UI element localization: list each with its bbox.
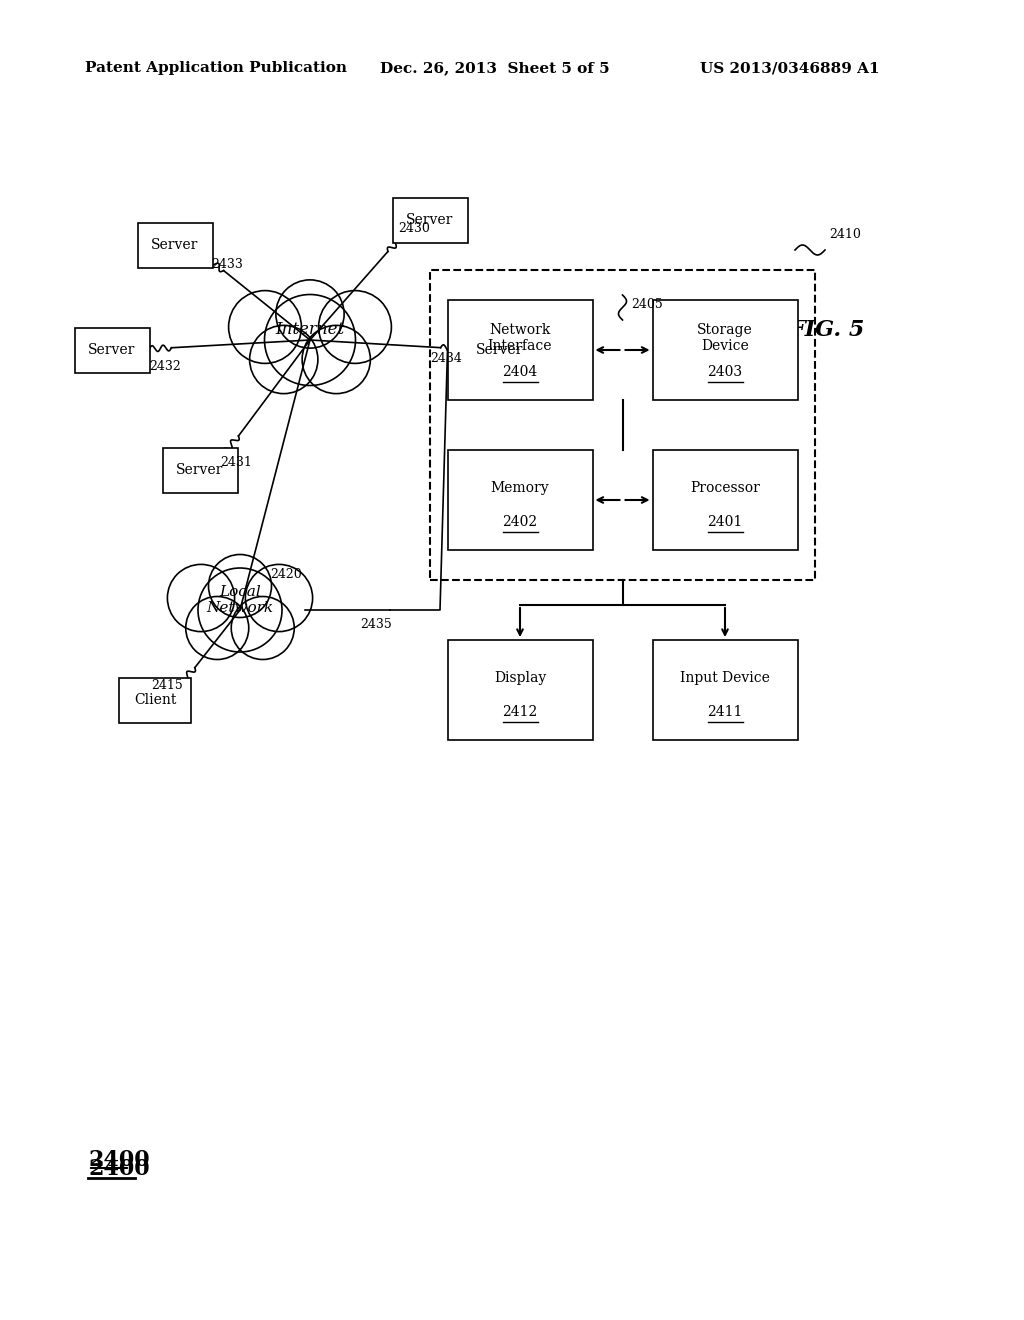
Circle shape <box>264 294 355 385</box>
Text: Server: Server <box>407 213 454 227</box>
Text: 2415: 2415 <box>152 680 183 692</box>
Text: 2412: 2412 <box>503 705 538 719</box>
FancyBboxPatch shape <box>137 223 213 268</box>
Text: Display: Display <box>494 671 546 685</box>
Text: Internet: Internet <box>275 322 344 338</box>
Text: 2433: 2433 <box>211 257 243 271</box>
Text: 2420: 2420 <box>270 569 302 582</box>
Text: 2400: 2400 <box>88 1148 150 1171</box>
Circle shape <box>228 290 301 363</box>
FancyBboxPatch shape <box>119 677 191 722</box>
FancyBboxPatch shape <box>163 447 238 492</box>
FancyBboxPatch shape <box>447 640 593 741</box>
Circle shape <box>209 554 271 618</box>
Text: 2405: 2405 <box>632 298 664 312</box>
Text: Patent Application Publication: Patent Application Publication <box>85 61 347 75</box>
Text: 2432: 2432 <box>150 360 181 372</box>
Circle shape <box>275 280 344 348</box>
Circle shape <box>231 597 294 660</box>
Text: 2435: 2435 <box>360 619 392 631</box>
Text: Processor: Processor <box>690 480 760 495</box>
Text: 2402: 2402 <box>503 515 538 529</box>
Circle shape <box>198 568 282 652</box>
Circle shape <box>302 325 371 393</box>
FancyBboxPatch shape <box>447 450 593 550</box>
Text: 2400: 2400 <box>88 1158 150 1180</box>
Circle shape <box>185 597 249 660</box>
FancyBboxPatch shape <box>652 640 798 741</box>
Text: Server: Server <box>476 343 523 356</box>
Text: Storage
Device: Storage Device <box>697 323 753 354</box>
Text: 2431: 2431 <box>220 455 252 469</box>
Text: Local
Network: Local Network <box>207 585 273 615</box>
FancyBboxPatch shape <box>463 327 538 372</box>
Text: 2404: 2404 <box>503 366 538 379</box>
FancyBboxPatch shape <box>447 300 593 400</box>
Text: 2410: 2410 <box>829 228 861 242</box>
Text: 2434: 2434 <box>431 351 463 364</box>
Circle shape <box>250 325 317 393</box>
Text: Server: Server <box>152 238 199 252</box>
Text: FIG. 5: FIG. 5 <box>790 319 865 341</box>
Text: Memory: Memory <box>490 480 549 495</box>
Circle shape <box>246 565 312 631</box>
Text: 2403: 2403 <box>708 366 742 379</box>
Text: Input Device: Input Device <box>680 671 770 685</box>
FancyBboxPatch shape <box>652 450 798 550</box>
Circle shape <box>167 565 234 631</box>
Text: 2401: 2401 <box>708 515 742 529</box>
Text: Network
Interface: Network Interface <box>487 323 552 354</box>
Text: 2430: 2430 <box>397 222 430 235</box>
Text: Server: Server <box>88 343 136 356</box>
Text: Server: Server <box>176 463 223 477</box>
FancyBboxPatch shape <box>392 198 468 243</box>
Text: Client: Client <box>134 693 176 708</box>
FancyBboxPatch shape <box>652 300 798 400</box>
Text: Dec. 26, 2013  Sheet 5 of 5: Dec. 26, 2013 Sheet 5 of 5 <box>380 61 609 75</box>
Circle shape <box>318 290 391 363</box>
FancyBboxPatch shape <box>430 271 815 579</box>
Text: US 2013/0346889 A1: US 2013/0346889 A1 <box>700 61 880 75</box>
FancyBboxPatch shape <box>75 327 150 372</box>
Text: 2411: 2411 <box>708 705 742 719</box>
